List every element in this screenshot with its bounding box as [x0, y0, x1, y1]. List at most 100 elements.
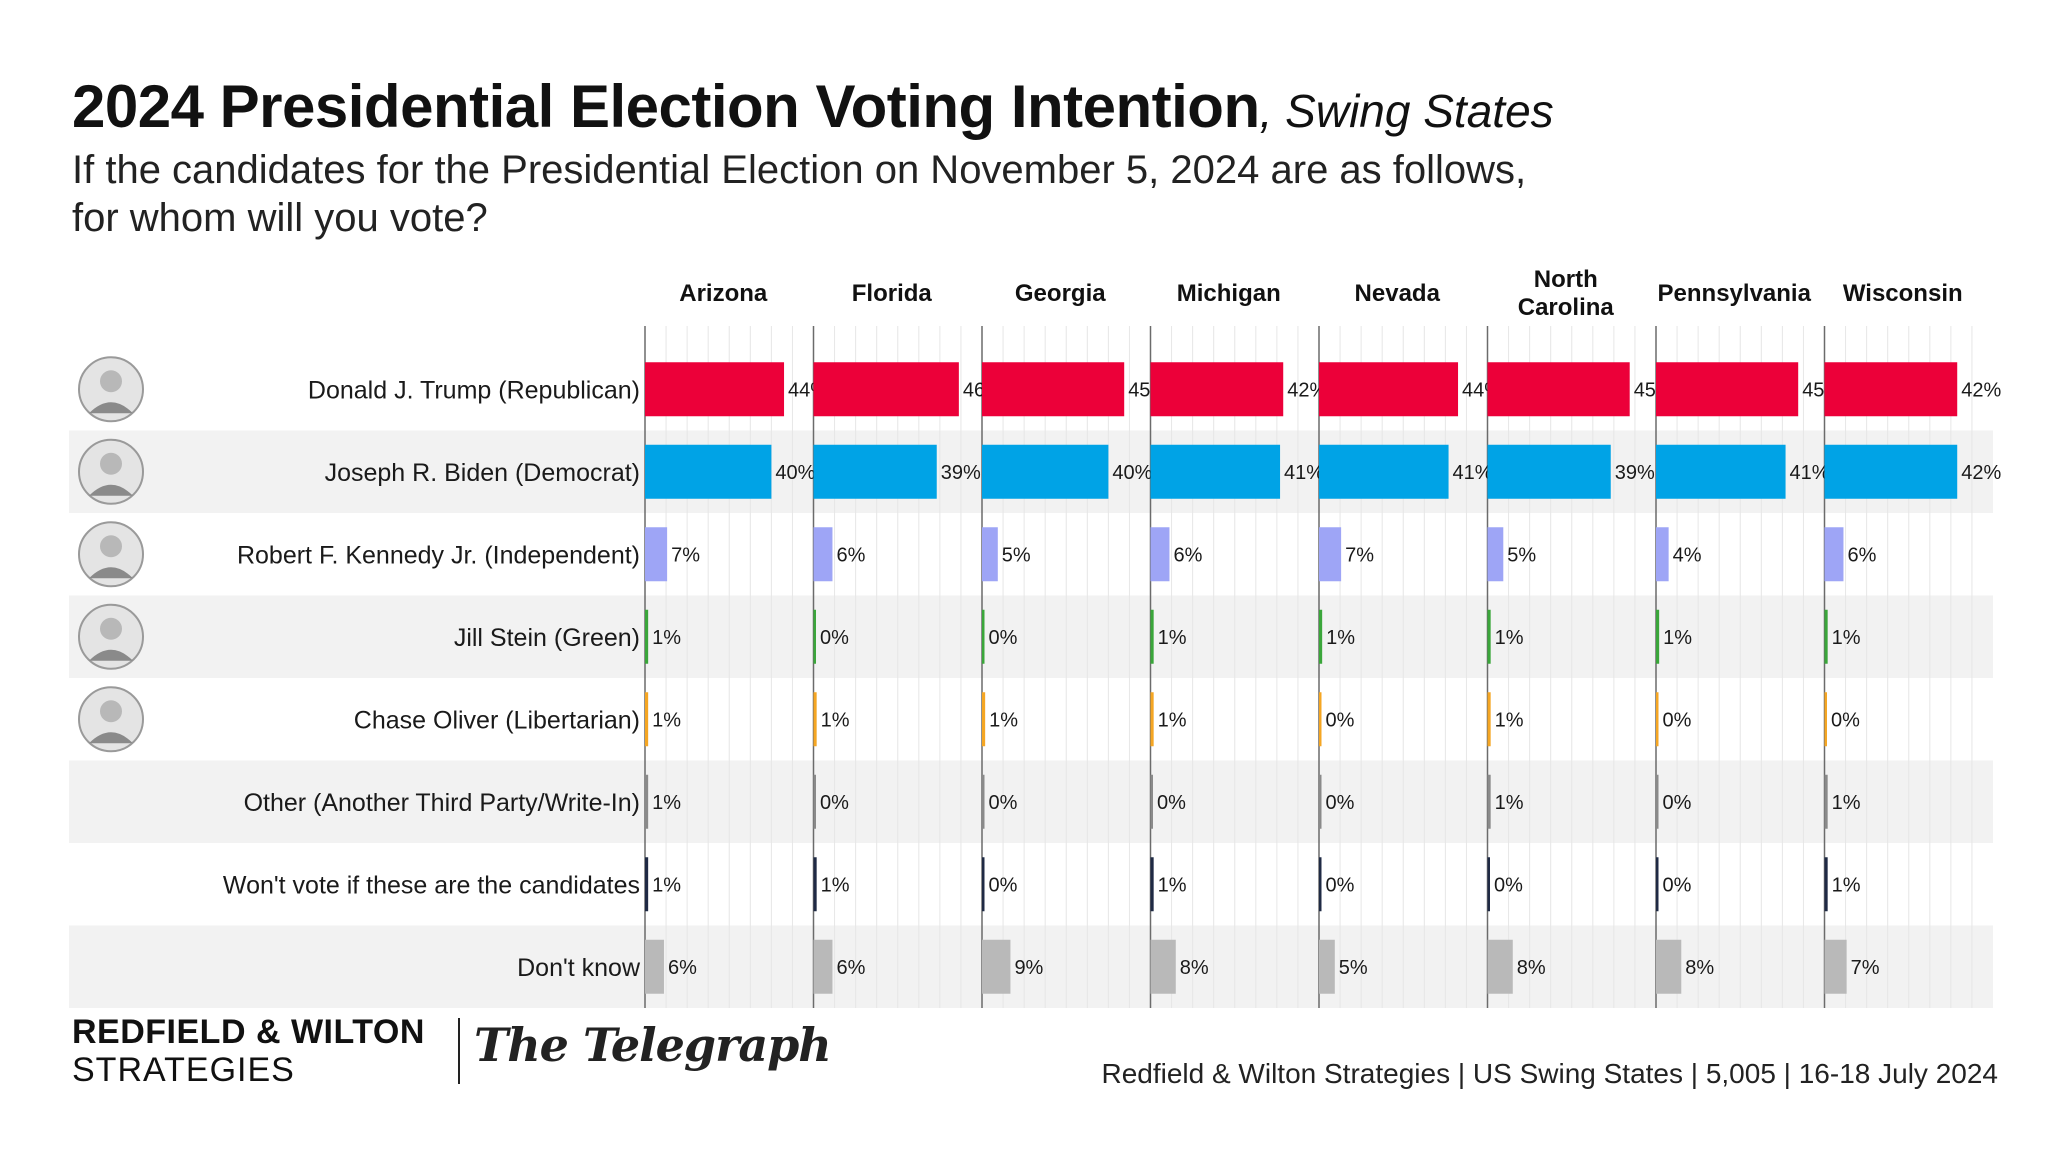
state-header: North Carolina	[1518, 266, 1615, 321]
bar	[1656, 609, 1660, 664]
bar	[1656, 444, 1786, 499]
bar	[645, 362, 785, 417]
bar	[813, 939, 833, 994]
bar	[1824, 857, 1828, 912]
bar	[1150, 444, 1281, 499]
bar	[813, 609, 816, 664]
data-label: 1%	[1663, 627, 1692, 649]
row-label: Donald J. Trump (Republican)	[308, 376, 640, 404]
data-label: 6%	[836, 957, 865, 979]
data-label: 0%	[1326, 874, 1355, 896]
bar	[1824, 609, 1828, 664]
bar	[813, 444, 937, 499]
state-header-line: Nevada	[1355, 280, 1441, 307]
data-label: 0%	[1494, 874, 1523, 896]
data-label: 0%	[1157, 792, 1186, 814]
data-label: 1%	[989, 709, 1018, 731]
bar	[645, 857, 649, 912]
data-label: 0%	[989, 874, 1018, 896]
data-label: 6%	[836, 544, 865, 566]
bar	[1824, 362, 1958, 417]
state-header-line: Pennsylvania	[1658, 280, 1812, 307]
row-band	[69, 595, 1993, 678]
data-label: 41%	[1284, 462, 1324, 484]
bar	[645, 609, 649, 664]
data-label: 1%	[821, 709, 850, 731]
avatar-body	[89, 402, 133, 414]
data-label: 42%	[1961, 462, 2001, 484]
bar	[1319, 692, 1322, 747]
data-label: 1%	[652, 792, 681, 814]
bar	[645, 774, 649, 829]
bar	[1319, 774, 1322, 829]
bar	[982, 939, 1011, 994]
bar	[813, 692, 817, 747]
bar	[1150, 362, 1284, 417]
bar	[813, 774, 816, 829]
data-label: 0%	[1663, 792, 1692, 814]
data-label: 1%	[652, 874, 681, 896]
data-label: 1%	[1158, 709, 1187, 731]
data-label: 41%	[1790, 462, 1830, 484]
bar	[1656, 527, 1669, 582]
data-label: 8%	[1685, 957, 1714, 979]
data-label: 0%	[989, 792, 1018, 814]
data-label: 8%	[1517, 957, 1546, 979]
row-label: Chase Oliver (Libertarian)	[354, 706, 640, 734]
state-header: Wisconsin	[1843, 280, 1963, 307]
row-label: Joseph R. Biden (Democrat)	[325, 459, 640, 487]
state-header: Nevada	[1355, 280, 1441, 307]
avatar-head	[100, 700, 122, 723]
data-label: 1%	[1832, 874, 1861, 896]
row-label: Don't know	[517, 954, 641, 982]
bar	[1319, 527, 1342, 582]
brand-name: REDFIELD & WILTON	[72, 1013, 425, 1051]
data-label: 5%	[1002, 544, 1031, 566]
avatar-head	[100, 370, 122, 393]
bar	[1824, 939, 1847, 994]
data-label: 7%	[1851, 957, 1880, 979]
data-label: 41%	[1453, 462, 1493, 484]
bar	[1319, 857, 1322, 912]
telegraph-logo: The Telegraph	[474, 1018, 832, 1072]
bar	[1487, 362, 1630, 417]
data-label: 5%	[1339, 957, 1368, 979]
data-label: 42%	[1961, 379, 2001, 401]
data-label: 0%	[989, 627, 1018, 649]
bar	[813, 857, 817, 912]
bar	[645, 692, 649, 747]
avatar-head	[100, 452, 122, 475]
bar	[1824, 527, 1844, 582]
data-label: 5%	[1507, 544, 1536, 566]
row-label: Won't vote if these are the candidates	[223, 871, 640, 899]
bar	[982, 692, 986, 747]
data-label: 40%	[1112, 462, 1152, 484]
bar	[982, 609, 985, 664]
bar	[1319, 609, 1323, 664]
avatar-body	[89, 484, 133, 496]
bar	[1319, 939, 1335, 994]
state-header-line: Wisconsin	[1843, 280, 1963, 307]
data-label: 6%	[668, 957, 697, 979]
state-header: Georgia	[1015, 280, 1106, 307]
bar	[1487, 527, 1504, 582]
row-label: Other (Another Third Party/Write-In)	[244, 789, 640, 817]
bar	[813, 527, 833, 582]
data-label: 1%	[652, 709, 681, 731]
bar	[1656, 939, 1682, 994]
bar	[982, 362, 1125, 417]
data-label: 0%	[1326, 792, 1355, 814]
bar	[813, 362, 959, 417]
state-header: Arizona	[679, 280, 768, 307]
data-label: 40%	[775, 462, 815, 484]
data-label: 0%	[820, 627, 849, 649]
bar	[1487, 609, 1491, 664]
bar	[1824, 444, 1958, 499]
data-label: 1%	[1158, 874, 1187, 896]
state-header-line: Carolina	[1518, 294, 1615, 321]
data-label: 6%	[1847, 544, 1876, 566]
bar	[1150, 857, 1154, 912]
avatar-head	[100, 535, 122, 558]
data-label: 1%	[1495, 709, 1524, 731]
data-label: 1%	[1495, 792, 1524, 814]
